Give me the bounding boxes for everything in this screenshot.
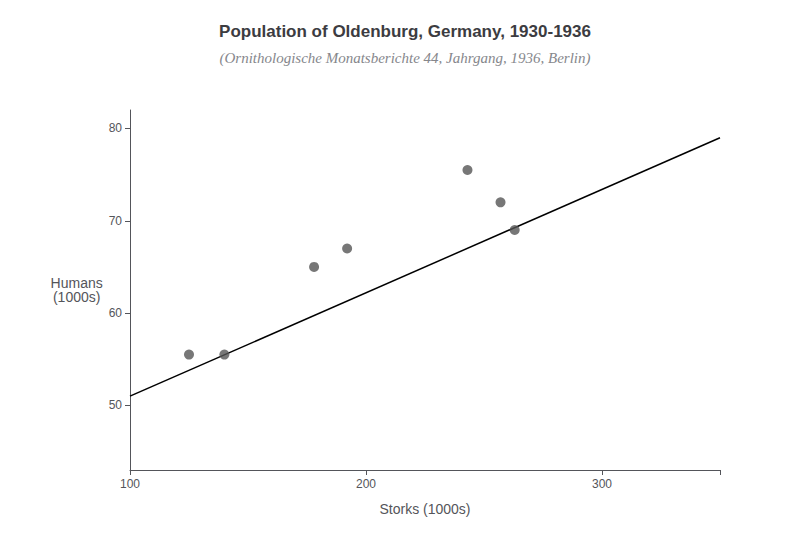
svg-text:Humans: Humans	[50, 275, 103, 291]
svg-text:Storks (1000s): Storks (1000s)	[379, 501, 470, 517]
svg-text:300: 300	[592, 477, 612, 491]
svg-text:50: 50	[109, 398, 123, 412]
svg-text:80: 80	[109, 121, 123, 135]
svg-text:200: 200	[356, 477, 376, 491]
svg-text:(1000s): (1000s)	[53, 289, 100, 305]
svg-text:(Ornithologische Monatsbericht: (Ornithologische Monatsberichte 44, Jahr…	[219, 50, 590, 67]
svg-text:Population of Oldenburg, Germa: Population of Oldenburg, Germany, 1930-1…	[219, 22, 591, 41]
svg-text:100: 100	[120, 477, 140, 491]
svg-text:60: 60	[109, 306, 123, 320]
svg-text:70: 70	[109, 214, 123, 228]
